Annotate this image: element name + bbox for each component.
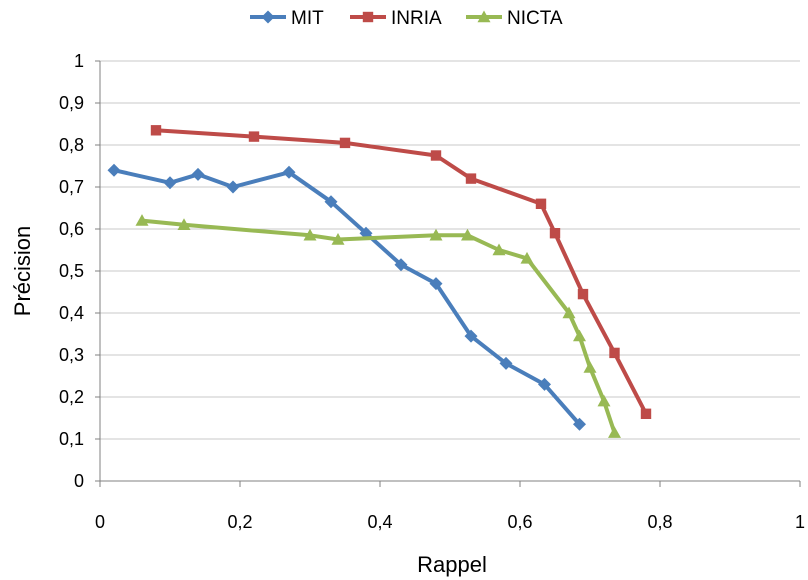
- data-point: [535, 198, 547, 209]
- data-point: [573, 417, 586, 431]
- legend-item-mit: MIT: [250, 8, 324, 29]
- data-point: [135, 214, 149, 226]
- data-point: [464, 329, 478, 343]
- data-point: [583, 361, 597, 373]
- x-tick-label: 0,4: [367, 512, 392, 532]
- y-tick-label: 0,8: [59, 135, 84, 155]
- data-point: [362, 11, 374, 23]
- data-point: [163, 176, 177, 190]
- data-point: [477, 10, 491, 23]
- data-point: [430, 150, 442, 161]
- x-tick-label: 1: [795, 512, 805, 532]
- data-point: [461, 228, 474, 241]
- data-point: [492, 243, 506, 256]
- data-point: [191, 167, 205, 181]
- data-point: [562, 306, 576, 319]
- y-tick-labels: 0 0,1 0,2 0,3 0,4 0,5 0,6 0,7 0,8 0,9 1: [59, 51, 84, 491]
- y-tick-label: 0,7: [59, 177, 84, 197]
- y-axis-title: Précision: [10, 226, 35, 316]
- legend-label: MIT: [291, 8, 324, 29]
- data-point: [429, 277, 443, 291]
- series-line: [141, 218, 617, 434]
- data-point: [331, 233, 345, 245]
- data-point: [520, 251, 534, 264]
- legend-item-inria: INRIA: [350, 8, 442, 29]
- y-tick-label: 1: [74, 51, 84, 71]
- x-tick-label: 0: [95, 512, 105, 532]
- data-point: [261, 10, 275, 24]
- axes: [95, 60, 801, 487]
- data-point: [429, 228, 443, 241]
- x-axis-title: Rappel: [417, 552, 487, 577]
- data-point: [608, 426, 621, 438]
- data-point: [107, 163, 121, 177]
- series-mit: [107, 163, 586, 431]
- data-point: [640, 408, 652, 419]
- data-point: [577, 288, 589, 300]
- data-point: [597, 394, 611, 407]
- legend-item-nicta: NICTA: [466, 8, 563, 29]
- data-point: [499, 356, 513, 370]
- x-tick-label: 0,2: [227, 512, 252, 532]
- data-point: [339, 137, 351, 149]
- data-point: [394, 258, 408, 272]
- legend-label: INRIA: [391, 8, 442, 29]
- y-tick-label: 0,4: [59, 303, 84, 323]
- y-tick-label: 0,6: [59, 219, 84, 239]
- x-tick-label: 0,6: [507, 512, 532, 532]
- series-group: [107, 125, 652, 438]
- data-point: [150, 125, 162, 136]
- series-line: [155, 128, 648, 415]
- x-tick-label: 0,8: [647, 512, 672, 532]
- y-tick-label: 0,5: [59, 261, 84, 281]
- data-point: [465, 173, 477, 184]
- legend-label: NICTA: [507, 8, 563, 29]
- y-tick-label: 0,9: [59, 93, 84, 113]
- series-line: [113, 168, 582, 426]
- legend: MIT INRIA NICTA: [250, 8, 563, 29]
- data-point: [248, 131, 260, 142]
- data-point: [226, 180, 240, 194]
- data-point: [324, 195, 338, 209]
- data-point: [538, 377, 551, 391]
- data-point: [549, 228, 561, 239]
- y-tick-label: 0,1: [59, 429, 84, 449]
- y-tick-label: 0,2: [59, 387, 84, 407]
- data-point: [177, 218, 191, 230]
- series-inria: [150, 125, 652, 419]
- data-point: [282, 165, 296, 179]
- data-point: [609, 347, 620, 359]
- y-tick-label: 0: [74, 471, 84, 491]
- grid-lines: [100, 60, 800, 440]
- y-tick-label: 0,3: [59, 345, 84, 365]
- data-point: [573, 329, 586, 342]
- series-nicta: [135, 214, 621, 438]
- data-point: [303, 228, 317, 241]
- x-tick-labels: 0 0,2 0,4 0,6 0,8 1: [95, 512, 805, 532]
